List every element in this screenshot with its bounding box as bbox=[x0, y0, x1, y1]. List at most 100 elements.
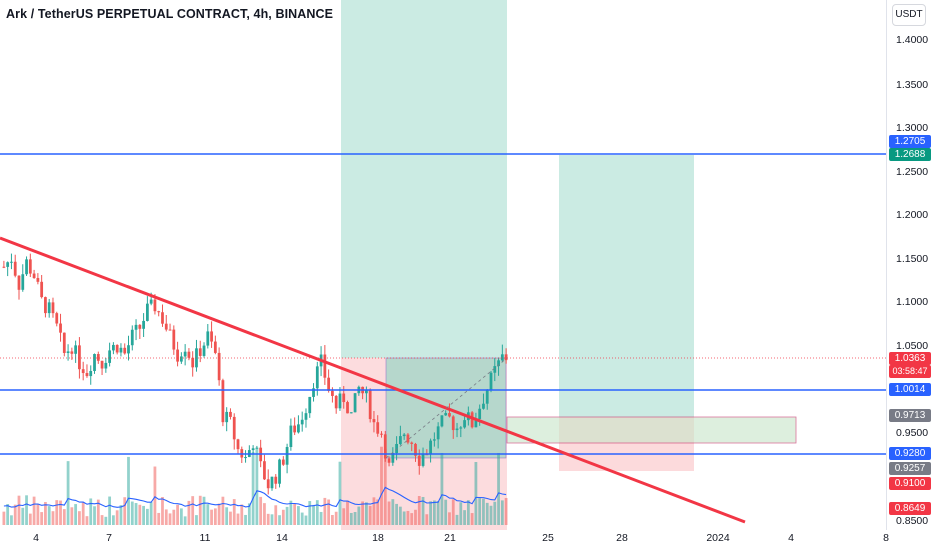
volume-bar bbox=[198, 495, 202, 525]
volume-bar bbox=[417, 496, 421, 525]
volume-bar bbox=[28, 513, 32, 525]
candle-body bbox=[251, 448, 255, 451]
volume-moving-average bbox=[3, 486, 507, 508]
volume-bar bbox=[372, 497, 376, 525]
candle-body bbox=[323, 354, 327, 378]
candle-body bbox=[308, 396, 312, 414]
volume-bar bbox=[376, 499, 380, 525]
candle-body bbox=[338, 393, 342, 409]
volume-bar bbox=[191, 496, 195, 525]
candle-body bbox=[500, 354, 504, 361]
volume-bar bbox=[308, 501, 312, 525]
volume-bar bbox=[365, 502, 368, 525]
candle-body bbox=[115, 344, 119, 353]
volume-bar bbox=[93, 506, 96, 525]
volume-bar bbox=[112, 515, 115, 525]
candle-body bbox=[349, 412, 353, 414]
currency-unit-button[interactable]: USDT bbox=[892, 4, 926, 26]
volume-bar bbox=[263, 503, 266, 525]
volume-bar bbox=[51, 511, 55, 525]
volume-bar bbox=[398, 506, 402, 525]
candle-body bbox=[44, 297, 47, 314]
volume-bar bbox=[440, 452, 444, 525]
volume-bar bbox=[463, 510, 466, 525]
candle-body bbox=[448, 413, 451, 417]
candle-body bbox=[270, 476, 274, 489]
candle-body bbox=[119, 347, 123, 353]
drawn-lines[interactable] bbox=[0, 153, 886, 524]
candle-body bbox=[289, 425, 293, 448]
price-tick: 1.1000 bbox=[896, 296, 929, 308]
volume-bar bbox=[266, 513, 270, 525]
candle-body bbox=[168, 329, 172, 331]
candle-body bbox=[127, 345, 130, 354]
volume-bar bbox=[179, 508, 183, 525]
candle-body bbox=[157, 311, 161, 313]
volume-bar bbox=[304, 515, 308, 525]
candle-body bbox=[410, 442, 414, 444]
volume-bar bbox=[210, 509, 213, 525]
candle-body bbox=[96, 354, 100, 361]
candle-body bbox=[440, 415, 444, 427]
volume-bar bbox=[334, 511, 338, 525]
volume-bar bbox=[100, 515, 104, 525]
time-tick: 4 bbox=[33, 532, 39, 544]
price-tick: 1.0500 bbox=[896, 340, 929, 352]
volume-bar bbox=[500, 500, 504, 525]
candle-body bbox=[112, 344, 115, 351]
volume-bar bbox=[229, 511, 232, 525]
volume-level-price-tag: 0.8649 bbox=[889, 502, 931, 515]
volume-bar bbox=[10, 515, 13, 525]
volume-bar bbox=[474, 461, 478, 525]
bar-countdown-tag: 03:58:47 bbox=[889, 365, 931, 378]
target-line-price-tag: 1.2705 bbox=[889, 135, 931, 148]
candle-body bbox=[47, 302, 51, 314]
candle-body bbox=[198, 348, 202, 356]
candle-body bbox=[312, 388, 315, 397]
volume-bar bbox=[368, 505, 372, 525]
volume-bar bbox=[74, 504, 78, 525]
candle-body bbox=[25, 259, 28, 275]
candle-body bbox=[179, 356, 183, 362]
volume-bar bbox=[259, 496, 263, 525]
candle-body bbox=[402, 434, 406, 437]
volume-bar bbox=[319, 511, 323, 525]
volume-bar bbox=[81, 502, 85, 525]
volume-bar bbox=[402, 511, 406, 525]
candle-body bbox=[195, 348, 198, 368]
volume-bar bbox=[85, 516, 89, 525]
candle-body bbox=[436, 426, 440, 440]
candle-body bbox=[429, 440, 432, 455]
volume-bar bbox=[187, 500, 191, 525]
candle-body bbox=[470, 412, 474, 428]
volume-bar bbox=[414, 509, 417, 525]
price-tick: 0.8500 bbox=[896, 515, 929, 527]
candle-body bbox=[6, 262, 10, 267]
volume-bar bbox=[429, 501, 432, 525]
volume-bar bbox=[62, 509, 66, 525]
candle-body bbox=[372, 419, 376, 423]
volume-bar bbox=[497, 452, 500, 525]
volume-bar bbox=[96, 499, 100, 525]
candle-body bbox=[164, 323, 168, 330]
volume-bar bbox=[47, 506, 51, 525]
volume-bar bbox=[66, 461, 70, 525]
profit-zone-2 bbox=[559, 155, 694, 417]
volume-bar bbox=[297, 506, 300, 525]
candle-body bbox=[100, 360, 104, 369]
profit-zone-1 bbox=[341, 0, 507, 358]
volume-bar bbox=[410, 513, 414, 525]
candle-body bbox=[346, 402, 349, 414]
volume-bar bbox=[289, 500, 293, 525]
volume-bar bbox=[425, 514, 429, 525]
support-price-tag: 0.9280 bbox=[889, 447, 931, 460]
candle-body bbox=[334, 395, 338, 409]
take-profit-price-tag: 1.2688 bbox=[889, 148, 931, 161]
price-tick: 1.2500 bbox=[896, 166, 929, 178]
volume-bar bbox=[293, 503, 297, 525]
candle-body bbox=[153, 299, 157, 312]
volume-bar bbox=[455, 514, 459, 525]
volume-bar bbox=[221, 496, 225, 525]
volume-bar bbox=[168, 513, 172, 525]
